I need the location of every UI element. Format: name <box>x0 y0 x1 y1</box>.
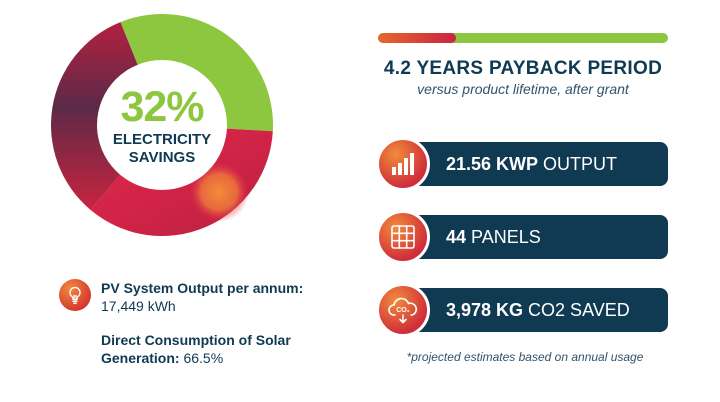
panels-label: PANELS <box>471 226 541 247</box>
savings-label: ELECTRICITY SAVINGS <box>113 131 211 167</box>
direct-consumption-value: 66.5% <box>183 350 224 366</box>
output-label: OUTPUT <box>543 153 618 174</box>
solar-panel-icon <box>376 210 430 264</box>
direct-consumption-block: Direct Consumption of Solar Generation: … <box>101 331 291 367</box>
co2-value: 3,978 KG <box>446 299 524 320</box>
footnote: *projected estimates based on annual usa… <box>406 350 644 364</box>
payback-progress-bar <box>378 33 668 43</box>
donut-center: 32% ELECTRICITY SAVINGS <box>51 14 273 236</box>
co2-cloud-icon: CO₂ <box>376 283 430 337</box>
output-pill: 21.56 KWP OUTPUT <box>400 142 668 186</box>
payback-progress-fill <box>378 33 457 43</box>
savings-donut-chart <box>51 14 273 236</box>
output-value: 21.56 KWP <box>446 153 539 174</box>
orange-highlight <box>189 162 249 222</box>
savings-label-line2: SAVINGS <box>128 148 196 166</box>
pv-output-label: PV System Output per annum: <box>101 280 304 296</box>
co2-icon-text: CO₂ <box>396 307 410 314</box>
pv-output-value: 17,449 kWh <box>101 298 176 314</box>
payback-title: 4.2 YEARS PAYBACK PERIOD <box>383 58 663 79</box>
pv-output-block: PV System Output per annum: 17,449 kWh <box>101 279 303 315</box>
donut-hole <box>97 60 227 190</box>
co2-pill: 3,978 KG CO2 SAVED <box>400 288 668 332</box>
panels-pill: 44 PANELS <box>400 215 668 259</box>
bar-chart-icon <box>376 137 430 191</box>
panels-value: 44 <box>446 226 467 247</box>
co2-label: CO2 SAVED <box>528 299 630 320</box>
savings-label-line1: ELECTRICITY <box>112 130 212 148</box>
lightbulb-icon <box>59 279 91 311</box>
direct-consumption-label-line1: Direct Consumption of Solar <box>101 332 291 348</box>
direct-consumption-label-line2: Generation: <box>101 350 180 366</box>
savings-percent: 32% <box>120 82 204 131</box>
savings-donut: 32% ELECTRICITY SAVINGS <box>51 14 273 236</box>
payback-subtitle: versus product lifetime, after grant <box>417 81 629 97</box>
